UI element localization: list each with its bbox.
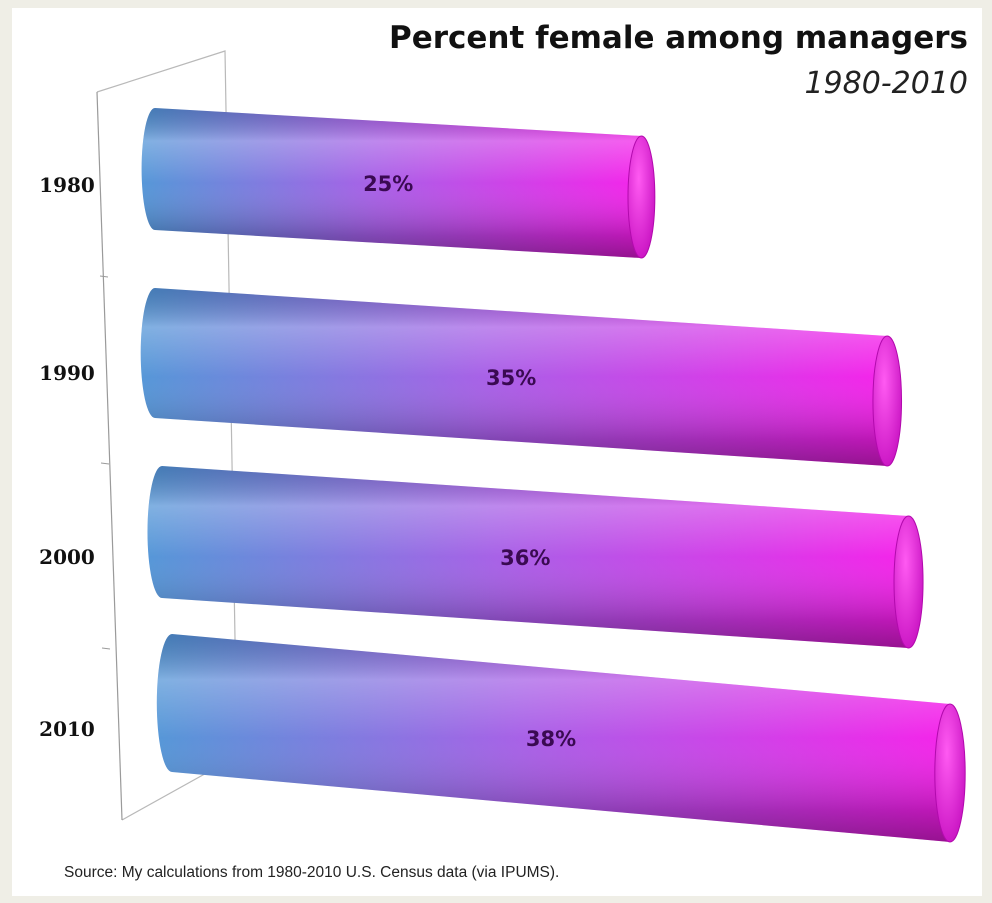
bar-value-label: 35%: [486, 366, 536, 390]
bar-2000: 36%: [147, 466, 924, 649]
y-tick-label: 1980: [39, 173, 95, 197]
bar-end-cap: [934, 703, 966, 843]
bar-shading: [140, 288, 902, 466]
bar-end-cap: [893, 515, 924, 649]
bar-shading: [156, 634, 966, 842]
source-note: Source: My calculations from 1980-2010 U…: [64, 864, 560, 881]
y-tick-label: 2010: [39, 717, 95, 741]
chart-title: Percent female among managers: [388, 20, 968, 56]
bar-2010: 38%: [156, 634, 966, 843]
y-tick-label: 2000: [39, 545, 95, 569]
y-axis-tick: [100, 462, 110, 465]
chart-frame: Percent female among managers 1980-2010: [12, 8, 982, 896]
bar-end-cap: [627, 135, 656, 259]
bar-shading: [141, 108, 655, 258]
bar-value-label: 36%: [500, 546, 550, 570]
chart-subtitle: 1980-2010: [804, 66, 968, 101]
bar-1980: 25%: [141, 108, 656, 259]
bar-value-label: 25%: [363, 172, 413, 196]
bar-chart: 1980 1990 2000 2010 25% 35% 36% 38%: [39, 50, 966, 843]
y-axis-tick: [101, 647, 111, 650]
y-axis-line: [96, 91, 123, 821]
bar-shading: [147, 466, 924, 648]
y-tick-label: 1990: [39, 361, 95, 385]
bar-1990: 35%: [140, 288, 903, 467]
bar-value-label: 38%: [526, 727, 576, 751]
y-axis-tick: [99, 275, 109, 278]
bar-end-cap: [872, 335, 903, 467]
